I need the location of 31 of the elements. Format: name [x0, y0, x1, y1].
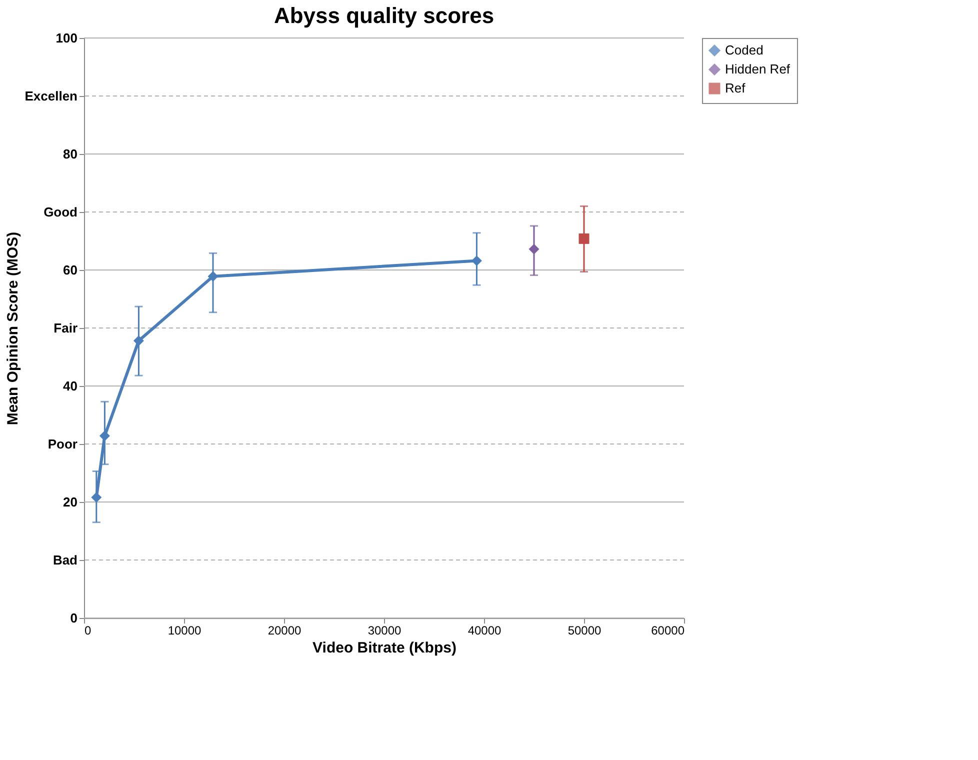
chart-title: Abyss quality scores — [274, 3, 494, 28]
point — [578, 233, 590, 244]
point — [91, 492, 102, 503]
x-tick-label: 20000 — [268, 624, 302, 638]
y-tick-label: 80 — [63, 146, 78, 162]
y-tick-label: Fair — [54, 320, 78, 336]
x-tick-label: 50000 — [568, 624, 602, 638]
x-tick-label: 10000 — [168, 624, 202, 638]
x-tick-label: 60000 — [651, 624, 685, 638]
y-axis-title: Mean Opinion Score (MOS) — [4, 232, 22, 426]
point — [471, 255, 482, 266]
y-tick-label: 100 — [56, 30, 78, 46]
y-tick-label: Good — [44, 204, 78, 220]
legend-label: Hidden Ref — [725, 62, 790, 76]
legend-label: Coded — [725, 42, 764, 58]
point — [528, 244, 540, 254]
y-tick-label: Poor — [48, 436, 78, 452]
point — [133, 336, 144, 346]
y-tick-label: 40 — [63, 378, 78, 394]
y-tick-label: 60 — [63, 262, 78, 278]
y-tick-label: 20 — [63, 494, 78, 510]
point — [208, 271, 218, 282]
y-tick-label: Excellen — [24, 88, 78, 104]
x-tick-label: 0 — [84, 624, 92, 638]
legend-label: Ref — [725, 80, 746, 96]
x-axis-title: Video Bitrate (Kbps) — [312, 640, 456, 656]
x-tick-label: 40000 — [468, 624, 502, 638]
y-tick-label: Bad — [52, 552, 78, 568]
point — [99, 430, 110, 442]
y-tick-label: 0 — [70, 610, 78, 626]
x-tick-label: 30000 — [368, 624, 402, 638]
